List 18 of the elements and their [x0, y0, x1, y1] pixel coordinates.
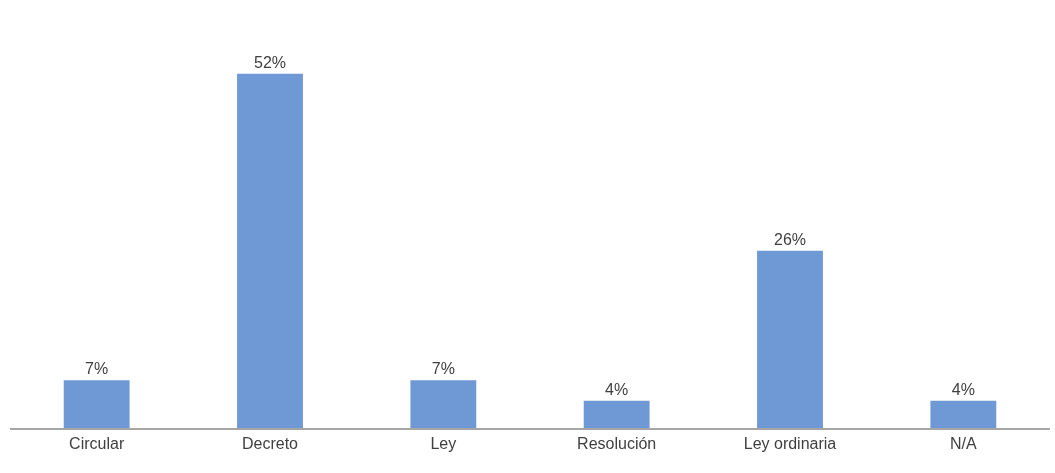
bar: [410, 380, 477, 428]
x-tick-label: Ley ordinaria: [743, 434, 837, 452]
bar: [930, 400, 997, 428]
data-label: 26%: [773, 230, 807, 248]
bar: [757, 250, 823, 428]
x-tick-label: Resolución: [577, 434, 657, 452]
data-label: 7%: [431, 360, 455, 378]
bar: [583, 400, 650, 428]
x-tick-label: N/A: [949, 434, 977, 452]
data-label: 4%: [951, 380, 975, 398]
data-label: 52%: [253, 53, 287, 71]
x-tick-label: Circular: [69, 434, 125, 452]
bar: [237, 73, 303, 428]
x-tick-label: Decreto: [241, 434, 299, 452]
bar: [63, 380, 130, 428]
data-label: 7%: [85, 360, 109, 378]
data-label: 4%: [605, 380, 629, 398]
x-tick-label: Ley: [430, 434, 457, 452]
